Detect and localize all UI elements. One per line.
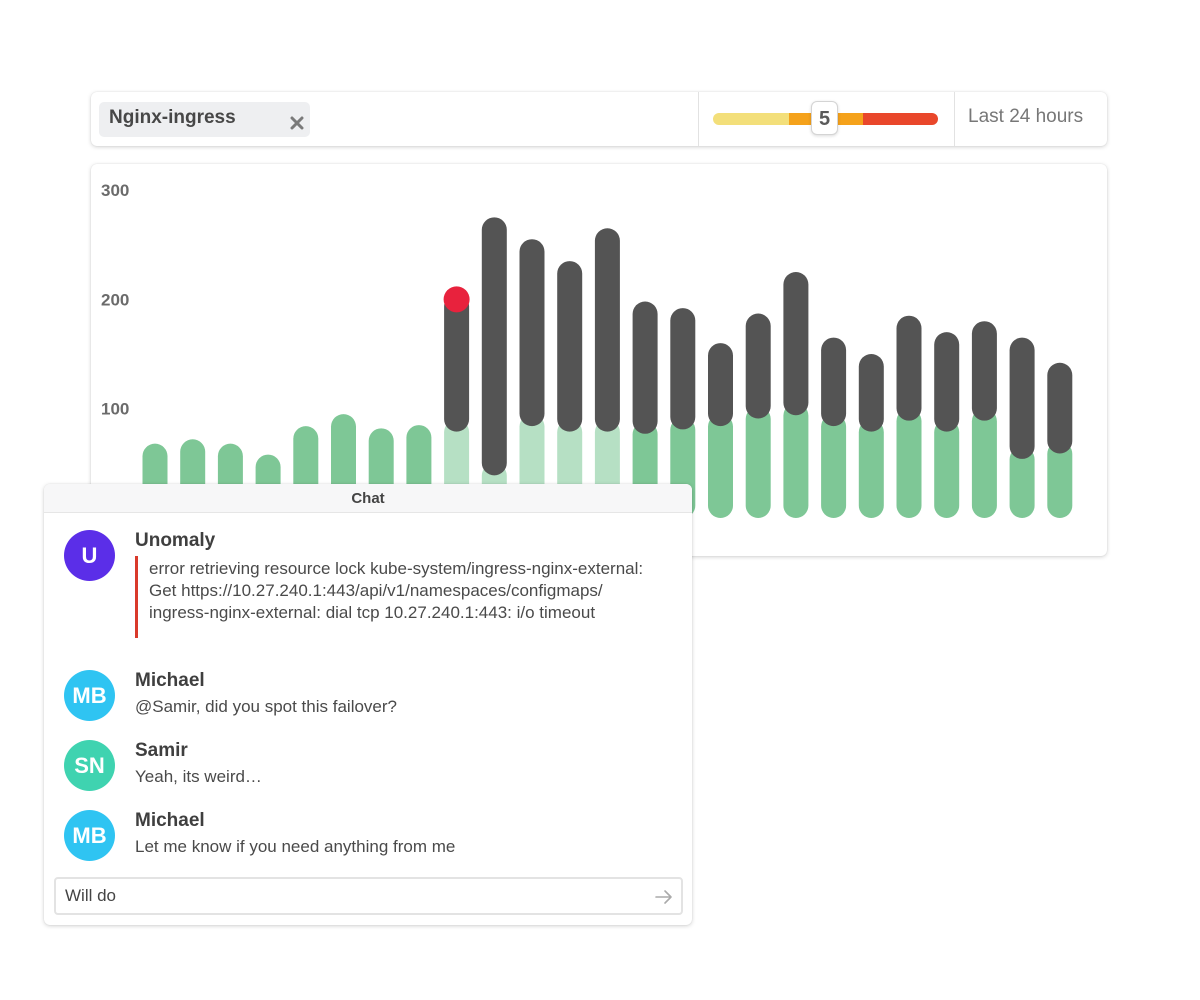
alert-line: ingress-nginx-external: dial tcp 10.27.2… <box>149 603 596 622</box>
send-arrow-icon[interactable] <box>655 889 673 905</box>
bar-anomaly[interactable] <box>481 217 507 476</box>
message-author: Michael <box>135 670 205 691</box>
bar-anomaly[interactable] <box>594 228 620 432</box>
avatar: U <box>64 530 115 581</box>
bar-anomaly[interactable] <box>708 343 733 427</box>
bar-baseline[interactable] <box>783 403 809 518</box>
chat-message: SN Samir Yeah, its weird… <box>64 740 674 792</box>
divider <box>954 92 955 146</box>
alert-line: error retrieving resource lock kube-syst… <box>149 559 644 578</box>
bar-anomaly[interactable] <box>858 354 884 432</box>
alert-line: Get https://10.27.240.1:443/api/v1/names… <box>149 581 603 600</box>
message-author: Samir <box>135 740 188 761</box>
message-text: Yeah, its weird… <box>135 767 262 786</box>
severity-low-segment <box>713 113 793 125</box>
y-tick-label: 100 <box>101 400 129 419</box>
chat-message: MB Michael Let me know if you need anyth… <box>64 810 674 862</box>
message-author: Michael <box>135 810 205 831</box>
bar-baseline[interactable] <box>934 419 960 518</box>
bar-baseline[interactable] <box>1047 441 1073 518</box>
bar-baseline[interactable] <box>858 419 884 518</box>
bar-anomaly[interactable] <box>971 321 997 421</box>
bar-anomaly[interactable] <box>783 272 809 416</box>
bar-anomaly[interactable] <box>632 301 658 434</box>
bar-anomaly[interactable] <box>896 315 922 421</box>
chat-input-value[interactable]: Will do <box>65 886 117 905</box>
bar-anomaly[interactable] <box>519 239 545 427</box>
severity-high-segment <box>863 113 938 125</box>
y-tick-label: 300 <box>101 181 129 200</box>
y-tick-label: 200 <box>101 290 129 309</box>
chat-message: MB Michael @Samir, did you spot this fai… <box>64 670 674 722</box>
filter-chip-label: Nginx-ingress <box>109 107 236 128</box>
close-icon[interactable] <box>290 116 304 130</box>
message-author: Unomaly <box>135 530 216 551</box>
filter-chip[interactable]: Nginx-ingress <box>99 102 310 137</box>
bar-anomaly[interactable] <box>1009 337 1035 459</box>
bar-baseline[interactable] <box>745 406 771 518</box>
bar-baseline[interactable] <box>821 414 847 518</box>
chat-message: U Unomaly error retrieving resource lock… <box>64 530 674 642</box>
severity-slider[interactable] <box>713 113 938 125</box>
bar-anomaly[interactable] <box>1047 362 1073 454</box>
message-text: Let me know if you need anything from me <box>135 837 456 856</box>
message-text: @Samir, did you spot this failover? <box>135 697 397 716</box>
bar-baseline[interactable] <box>971 408 997 518</box>
chat-title: Chat <box>44 484 692 513</box>
chat-panel: Chat U Unomaly error retrieving resource… <box>44 484 692 925</box>
bar-baseline[interactable] <box>708 414 733 518</box>
bar-anomaly[interactable] <box>934 332 960 432</box>
anomaly-marker[interactable] <box>443 286 470 313</box>
avatar: MB <box>64 670 115 721</box>
avatar: MB <box>64 810 115 861</box>
bar-anomaly[interactable] <box>670 308 696 430</box>
avatar: SN <box>64 740 115 791</box>
severity-slider-handle[interactable]: 5 <box>811 101 838 135</box>
bar-baseline[interactable] <box>1009 446 1035 518</box>
bar-anomaly[interactable] <box>444 293 470 432</box>
divider <box>698 92 699 146</box>
bar-baseline[interactable] <box>896 408 922 518</box>
chat-input[interactable]: Will do <box>54 877 683 915</box>
time-range-selector[interactable]: Last 24 hours <box>968 106 1084 127</box>
bar-anomaly[interactable] <box>821 337 847 427</box>
bar-anomaly[interactable] <box>745 313 771 419</box>
alert-message-block: error retrieving resource lock kube-syst… <box>135 556 670 638</box>
bar-anomaly[interactable] <box>557 261 583 432</box>
filter-bar: Nginx-ingress 5 Last 24 hours <box>91 92 1107 146</box>
